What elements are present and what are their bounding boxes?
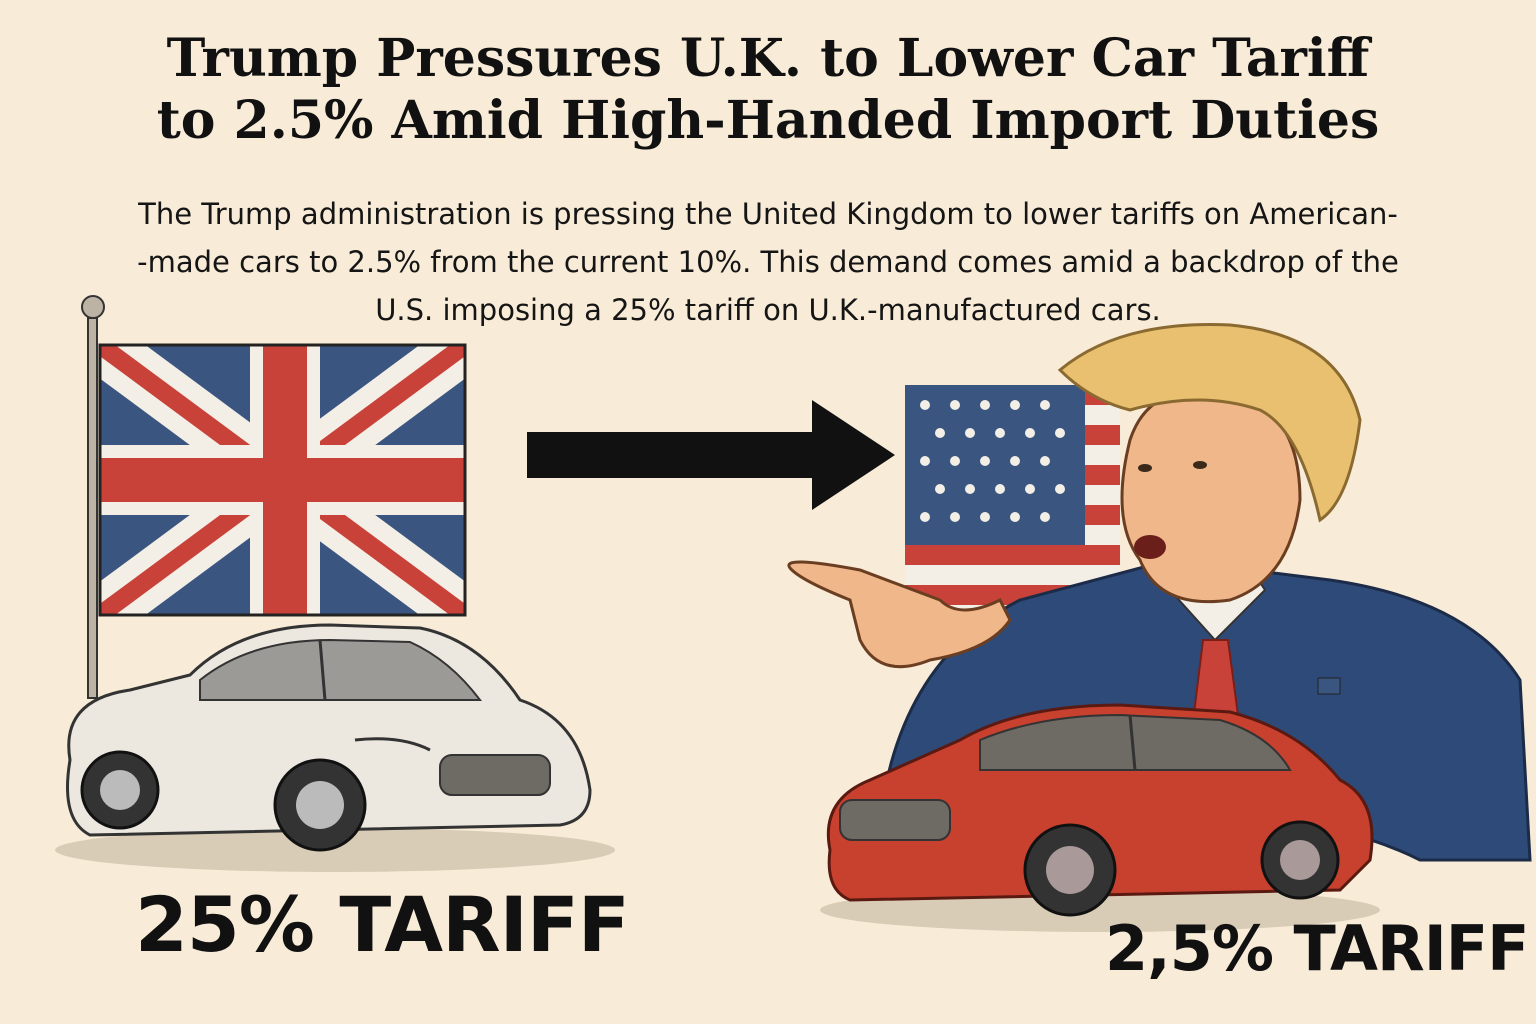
subhead-line-3: U.S. imposing a 25% tariff on U.K.-manuf… (375, 293, 1161, 327)
subheadline: The Trump administration is pressing the… (60, 190, 1476, 334)
mouth (1134, 535, 1166, 559)
right-eye (1193, 461, 1207, 469)
hair (1057, 323, 1362, 523)
right-arrow-icon (527, 400, 895, 510)
pointing-hand (787, 560, 1012, 669)
us-tariff-label: 2,5% TARIFF (1105, 912, 1530, 985)
subhead-line-1: The Trump administration is pressing the… (138, 197, 1398, 231)
red-car (820, 703, 1380, 932)
subhead-line-2: -made cars to 2.5% from the current 10%.… (137, 245, 1399, 279)
union-jack-icon (100, 345, 465, 615)
white-car (55, 623, 615, 872)
headline-line-1: Trump Pressures U.K. to Lower Car Tariff (166, 28, 1370, 89)
headline: Trump Pressures U.K. to Lower Car Tariff… (0, 28, 1536, 152)
flagpole (81, 295, 105, 699)
uk-flag-border (98, 343, 467, 617)
headline-line-2: to 2.5% Amid High-Handed Import Duties (156, 90, 1380, 151)
left-eye (1138, 464, 1152, 472)
uk-tariff-label: 25% TARIFF (135, 880, 630, 969)
flag-pin-icon (1317, 677, 1341, 695)
face (1120, 390, 1302, 604)
